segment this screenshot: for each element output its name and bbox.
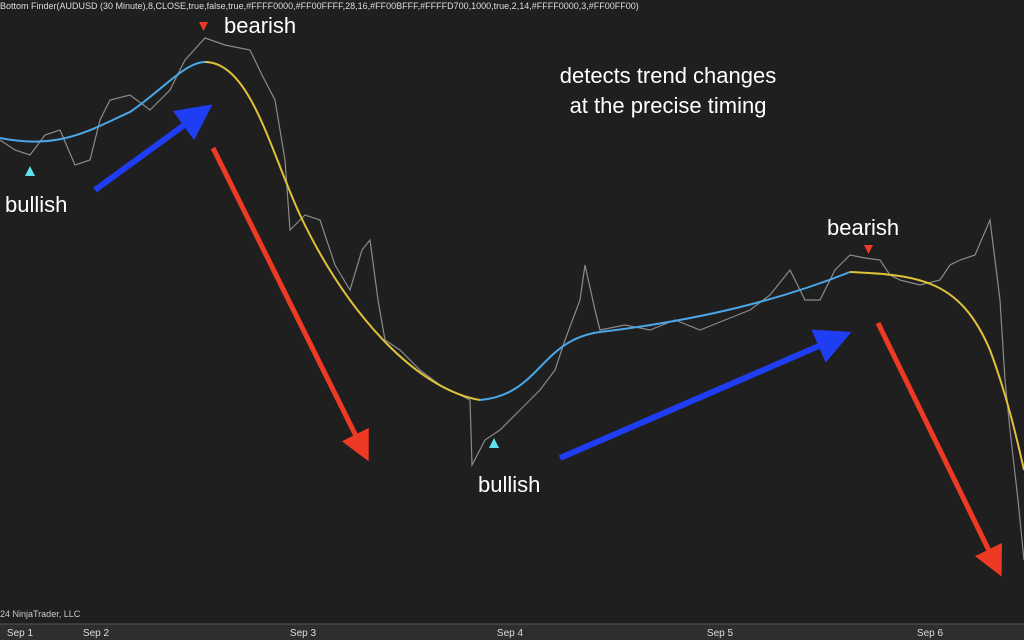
trend-line-down bbox=[849, 271, 1024, 471]
trend-arrow bbox=[93, 104, 213, 193]
trend-arrow bbox=[875, 321, 1002, 577]
headline: detects trend changes bbox=[560, 63, 776, 88]
headline: at the precise timing bbox=[570, 93, 767, 118]
annotation: bearish bbox=[827, 215, 899, 240]
annotation: bearish bbox=[224, 13, 296, 38]
x-tick-label: Sep 6 bbox=[917, 628, 944, 639]
x-tick-label: Sep 3 bbox=[290, 628, 317, 639]
x-tick-label: Sep 1 bbox=[7, 628, 34, 639]
price-path bbox=[0, 37, 1024, 561]
signal-down bbox=[864, 245, 873, 254]
annotation: bullish bbox=[5, 192, 67, 217]
annotation: bullish bbox=[478, 472, 540, 497]
signal-down bbox=[199, 22, 208, 31]
x-tick-label: Sep 2 bbox=[83, 628, 110, 639]
trend-line-up bbox=[0, 61, 206, 143]
signal-up bbox=[489, 438, 499, 448]
trend-line-up bbox=[479, 271, 851, 401]
trend-arrow bbox=[210, 146, 369, 462]
trend-arrow bbox=[558, 329, 852, 461]
x-tick-label: Sep 4 bbox=[497, 628, 524, 639]
signal-up bbox=[25, 166, 35, 176]
indicator-header: Bottom Finder(AUDUSD (30 Minute),8,CLOSE… bbox=[0, 1, 639, 11]
copyright: 24 NinjaTrader, LLC bbox=[0, 609, 81, 619]
x-tick-label: Sep 5 bbox=[707, 628, 734, 639]
x-axis-strip bbox=[0, 624, 1024, 640]
trend-line-down bbox=[204, 61, 481, 401]
